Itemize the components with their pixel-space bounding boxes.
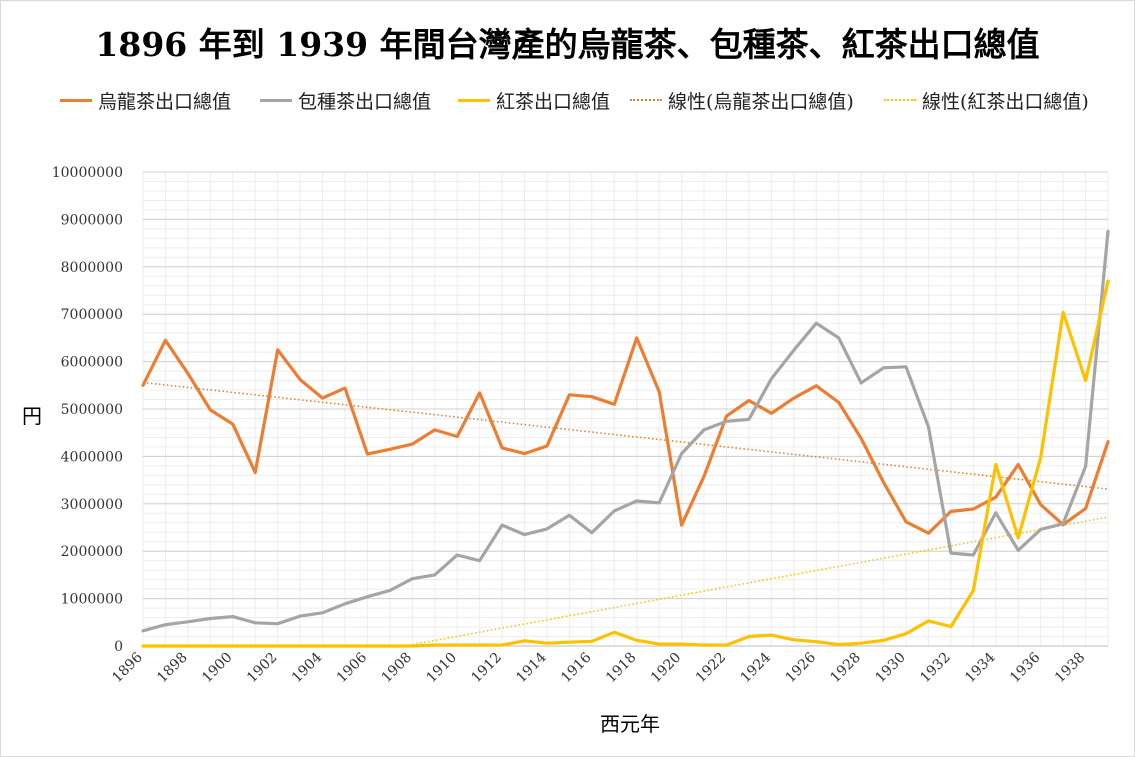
x-tick-label: 1914 xyxy=(513,649,550,686)
series-line-0 xyxy=(141,336,1110,535)
legend-label-oolong: 烏龍茶出口總值 xyxy=(98,90,232,113)
y-tick-label: 0 xyxy=(114,639,123,655)
x-tick-label: 1930 xyxy=(872,650,909,687)
x-tick-label: 1920 xyxy=(648,650,685,687)
y-tick-label: 9000000 xyxy=(61,212,123,228)
y-tick-label: 6000000 xyxy=(61,355,123,371)
series-line-2 xyxy=(141,279,1110,648)
chart-title: 1896 年到 1939 年間台灣產的烏龍茶、包種茶、紅茶出口總值 xyxy=(95,25,1040,64)
legend-item-black-tea: 紅茶出口總值 xyxy=(458,86,610,114)
y-tick-label: 4000000 xyxy=(61,449,123,465)
legend-item-oolong-trend: 線性(烏龍茶出口總值) xyxy=(630,86,854,114)
y-tick-label: 1000000 xyxy=(61,592,123,608)
x-tick-label: 1926 xyxy=(783,649,820,686)
x-tick-label: 1902 xyxy=(244,650,281,687)
x-tick-label: 1904 xyxy=(289,649,326,686)
x-tick-label: 1936 xyxy=(1007,649,1044,686)
grid-major xyxy=(143,171,1108,647)
x-tick-label: 1906 xyxy=(334,649,371,686)
y-tick-labels: 0 1000000 2000000 3000000 4000000 5000000 6000… xyxy=(52,165,123,655)
legend-item-black-tea-trend: 線性(紅茶出口總值) xyxy=(884,86,1089,114)
x-axis-label: 西元年 xyxy=(600,712,660,736)
y-tick-label: 10000000 xyxy=(52,165,123,181)
x-tick-labels: 1896 1898 1900 1902 1904 1906 1908 1910 1912 1914… xyxy=(109,649,1088,686)
y-tick-label: 3000000 xyxy=(61,497,123,513)
y-tick-label: 2000000 xyxy=(61,544,123,560)
x-tick-label: 1924 xyxy=(738,649,775,686)
x-tick-label: 1912 xyxy=(468,650,505,687)
y-tick-label: 5000000 xyxy=(61,402,123,418)
x-tick-label: 1928 xyxy=(827,650,864,687)
y-tick-label: 7000000 xyxy=(61,307,123,323)
trendline-3 xyxy=(142,381,1109,490)
x-tick-label: 1910 xyxy=(423,650,460,687)
legend-swatch-oolong-trend xyxy=(630,99,662,101)
legend-swatch-black-tea-trend xyxy=(884,99,916,101)
legend-label-black-tea: 紅茶出口總值 xyxy=(496,90,611,113)
legend-swatch-oolong xyxy=(60,98,92,102)
legend-swatch-black-tea xyxy=(458,98,490,102)
trendline-4 xyxy=(404,516,1109,647)
x-tick-label: 1908 xyxy=(379,650,416,687)
legend-label-oolong-trend: 線性(烏龍茶出口總值) xyxy=(668,90,854,113)
x-tick-label: 1934 xyxy=(962,649,999,686)
x-tick-label: 1898 xyxy=(154,650,191,687)
legend-label-pouchong: 包種茶出口總值 xyxy=(298,90,432,113)
y-axis-label: 円 xyxy=(22,404,42,428)
legend-swatch-pouchong xyxy=(260,98,292,102)
series-lines xyxy=(141,229,1110,648)
x-tick-label: 1900 xyxy=(199,650,236,687)
series-line-1 xyxy=(141,229,1110,633)
x-tick-label: 1922 xyxy=(693,650,730,687)
legend-item-oolong: 烏龍茶出口總值 xyxy=(60,86,231,114)
legend-item-pouchong: 包種茶出口總值 xyxy=(260,86,431,114)
y-tick-label: 8000000 xyxy=(61,260,123,276)
x-tick-label: 1938 xyxy=(1052,650,1089,687)
legend-label-black-tea-trend: 線性(紅茶出口總值) xyxy=(922,90,1089,113)
legend: 烏龍茶出口總值 包種茶出口總值 紅茶出口總值 線性(烏龍茶出口總值) 線性(紅茶… xyxy=(60,86,1130,114)
x-tick-label: 1916 xyxy=(558,649,595,686)
x-tick-label: 1932 xyxy=(917,650,954,687)
x-tick-label: 1918 xyxy=(603,650,640,687)
